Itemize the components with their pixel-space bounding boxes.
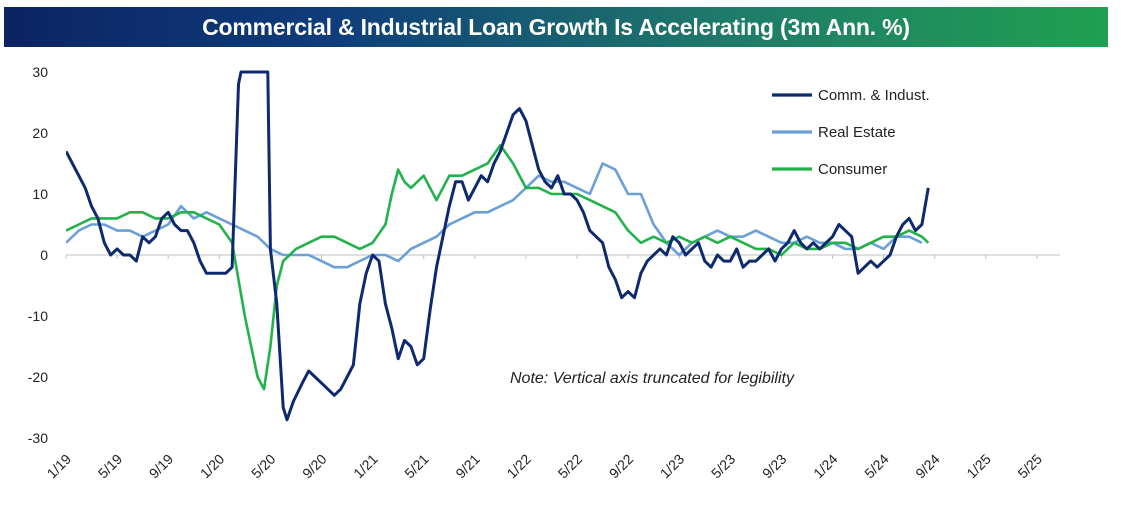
x-tick-label: 9/21 xyxy=(452,451,483,482)
legend: Comm. & Indust. Real Estate Consumer xyxy=(772,87,930,178)
y-tick-label: -10 xyxy=(28,308,48,324)
x-tick-label: 1/24 xyxy=(810,451,841,482)
x-tick-label: 1/25 xyxy=(963,451,994,482)
x-tick-label: 9/23 xyxy=(759,451,790,482)
x-tick-label: 5/20 xyxy=(248,451,279,482)
legend-label: Real Estate xyxy=(818,124,896,141)
y-tick-label: 20 xyxy=(32,125,48,141)
x-tick-label: 1/19 xyxy=(44,451,75,482)
y-tick-label: -20 xyxy=(28,369,48,385)
x-tick-label: 5/25 xyxy=(1014,451,1045,482)
x-tick-label: 5/24 xyxy=(861,451,892,482)
x-tick-label: 5/19 xyxy=(95,451,126,482)
x-tick-label: 9/19 xyxy=(146,451,177,482)
y-axis: 30 20 10 0 -10 -20 -30 xyxy=(28,64,48,446)
x-tick-label: 1/20 xyxy=(197,451,228,482)
x-tick-label: 1/23 xyxy=(657,451,688,482)
x-tick-label: 9/22 xyxy=(606,451,637,482)
x-tick-label: 5/23 xyxy=(708,451,739,482)
y-tick-label: 30 xyxy=(32,64,48,80)
x-tick-label: 9/20 xyxy=(299,451,330,482)
chart-title: Commercial & Industrial Loan Growth Is A… xyxy=(4,7,1108,47)
y-tick-label: -30 xyxy=(28,430,48,446)
series-line-real-estate xyxy=(66,162,923,269)
x-tick-label: 5/22 xyxy=(555,451,586,482)
chart-note: Note: Vertical axis truncated for legibi… xyxy=(510,370,795,387)
y-tick-label: 10 xyxy=(32,186,48,202)
series-layer xyxy=(66,70,930,422)
x-axis: 1/19 5/19 9/19 1/20 5/20 9/20 1/21 5/21 9/21 1/22… xyxy=(44,255,1045,482)
x-tick-label: 1/21 xyxy=(350,451,381,482)
series-line-comm-indust xyxy=(66,70,930,422)
x-tick-label: 9/24 xyxy=(912,451,943,482)
legend-label: Consumer xyxy=(818,161,887,178)
series-line-consumer xyxy=(66,143,930,391)
legend-label: Comm. & Indust. xyxy=(818,87,930,104)
x-tick-label: 1/22 xyxy=(503,451,534,482)
y-tick-label: 0 xyxy=(40,247,48,263)
x-tick-label: 5/21 xyxy=(401,451,432,482)
